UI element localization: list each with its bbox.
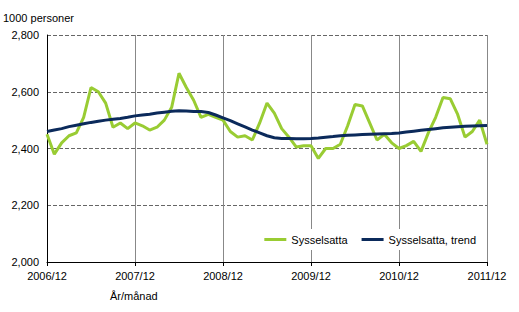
svg-text:Sysselsatta: Sysselsatta: [291, 234, 348, 246]
svg-text:År/månad: År/månad: [110, 290, 158, 302]
svg-text:2,600: 2,600: [11, 86, 39, 98]
svg-text:2,400: 2,400: [11, 143, 39, 155]
svg-text:2010/12: 2010/12: [379, 270, 419, 282]
svg-text:Sysselsatta, trend: Sysselsatta, trend: [389, 234, 476, 246]
svg-text:2009/12: 2009/12: [291, 270, 331, 282]
svg-text:2011/12: 2011/12: [468, 270, 507, 282]
svg-text:2006/12: 2006/12: [27, 270, 67, 282]
svg-text:1000 personer: 1000 personer: [3, 12, 74, 24]
svg-text:2008/12: 2008/12: [203, 270, 243, 282]
svg-text:2007/12: 2007/12: [115, 270, 155, 282]
svg-text:2,000: 2,000: [11, 256, 39, 268]
svg-text:2,200: 2,200: [11, 199, 39, 211]
svg-text:2,800: 2,800: [11, 29, 39, 41]
